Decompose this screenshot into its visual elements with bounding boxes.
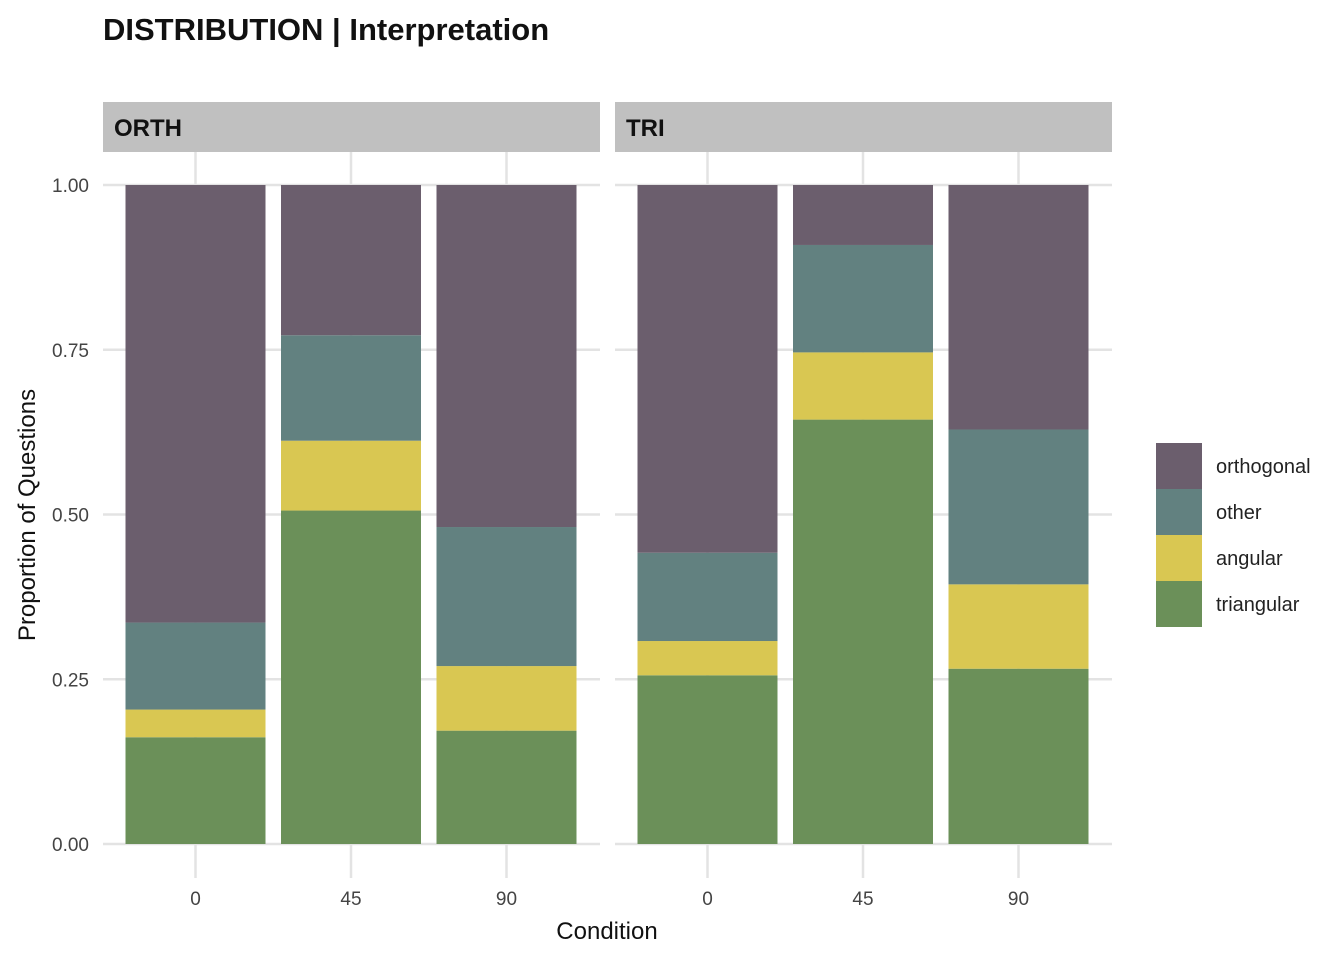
legend-label-angular: angular [1216, 548, 1283, 570]
y-tick-label-0-25: 0.25 [52, 670, 89, 691]
bar-tri-0-other [637, 552, 778, 642]
legend-label-orthogonal: orthogonal [1216, 456, 1311, 478]
bar-orth-90-angular [436, 666, 577, 731]
legend: orthogonal other angular triangular [1156, 443, 1311, 627]
legend-label-triangular: triangular [1216, 594, 1300, 616]
y-tick-label-0-00: 0.00 [52, 835, 89, 856]
x-ticks-tri: 0 45 90 [702, 889, 1029, 910]
x-tick-label-tri-45: 45 [852, 889, 873, 910]
bar-tri-0-angular [637, 641, 778, 676]
panel-orth: ORTH 0 45 90 [103, 102, 600, 910]
bar-tri-45-other [793, 244, 933, 353]
bar-orth-45-triangular [281, 510, 421, 844]
y-tick-label-0-75: 0.75 [52, 341, 89, 362]
bar-orth-90-other [436, 527, 577, 667]
x-tick-label-orth-0: 0 [190, 889, 201, 910]
strip-label-orth: ORTH [114, 115, 182, 142]
legend-key-orthogonal [1156, 443, 1202, 489]
strip-background-tri [615, 102, 1112, 152]
bar-tri-90-triangular [948, 668, 1089, 844]
bar-tri-45-orthogonal [793, 185, 933, 245]
bar-tri-90-orthogonal [948, 185, 1089, 430]
x-axis-title: Condition [556, 918, 657, 945]
bar-orth-45-other [281, 335, 421, 441]
y-tick-label-0-50: 0.50 [52, 506, 89, 527]
legend-key-angular [1156, 535, 1202, 581]
bar-orth-0-angular [125, 709, 266, 738]
bar-orth-90-triangular [436, 730, 577, 844]
x-ticks-orth: 0 45 90 [190, 889, 517, 910]
x-tick-label-tri-90: 90 [1008, 889, 1029, 910]
strip-background-orth [103, 102, 600, 152]
bars-orth [125, 185, 577, 844]
bar-tri-90-angular [948, 584, 1089, 669]
strip-label-tri: TRI [626, 115, 665, 142]
legend-label-other: other [1216, 502, 1262, 524]
legend-key-other [1156, 489, 1202, 535]
bars-tri [637, 185, 1089, 844]
bar-orth-90-orthogonal [436, 185, 577, 528]
bar-tri-0-triangular [637, 675, 778, 844]
chart-title: DISTRIBUTION | Interpretation [103, 12, 549, 47]
bar-tri-0-orthogonal [637, 185, 778, 553]
bar-orth-45-angular [281, 440, 421, 511]
bar-tri-90-other [948, 429, 1089, 585]
y-axis-title: Proportion of Questions [14, 389, 41, 641]
bar-orth-0-triangular [125, 737, 266, 844]
legend-key-triangular [1156, 581, 1202, 627]
y-axis-ticks: 0.00 0.25 0.50 0.75 1.00 [52, 176, 89, 856]
bar-orth-0-other [125, 622, 266, 710]
bar-orth-45-orthogonal [281, 185, 421, 336]
bar-orth-0-orthogonal [125, 185, 266, 623]
x-tick-label-tri-0: 0 [702, 889, 713, 910]
bar-tri-45-angular [793, 352, 933, 420]
y-tick-label-1-00: 1.00 [52, 176, 89, 197]
bar-tri-45-triangular [793, 419, 933, 844]
x-tick-label-orth-90: 90 [496, 889, 517, 910]
x-tick-label-orth-45: 45 [340, 889, 361, 910]
panel-tri: TRI 0 45 90 [615, 102, 1112, 910]
